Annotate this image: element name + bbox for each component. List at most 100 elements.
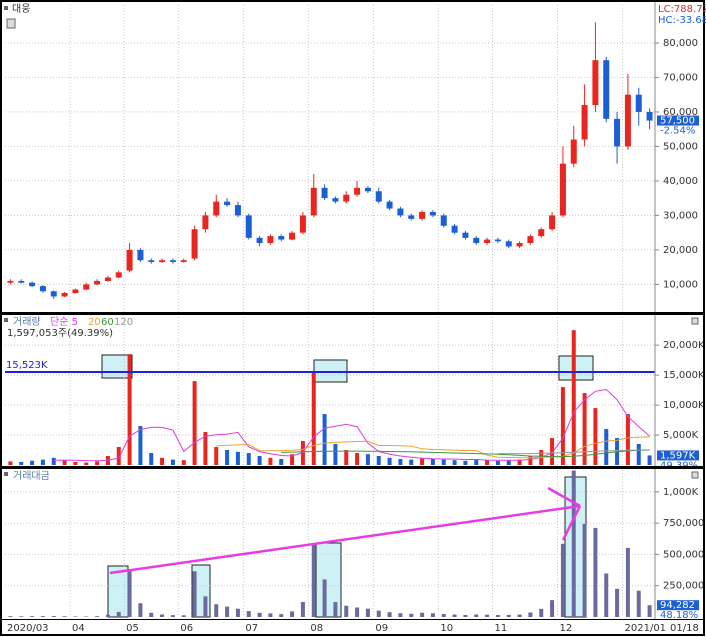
candle-body [180, 260, 187, 262]
reference-label: 15,523K [6, 360, 48, 371]
bar [225, 450, 230, 465]
bar [571, 330, 576, 465]
highlight-box [558, 355, 594, 381]
bar [571, 470, 576, 617]
candle-body [592, 60, 599, 106]
bar [51, 616, 56, 617]
bar [95, 616, 100, 617]
bar [300, 441, 305, 465]
candle-body [516, 243, 523, 247]
bar [235, 608, 240, 617]
candle-body [451, 225, 458, 233]
bar [355, 453, 360, 465]
bar [311, 372, 316, 465]
candle-body [50, 291, 57, 297]
y-tick-label: 10,000 [663, 279, 698, 290]
x-tick-label: 08 [310, 623, 323, 634]
candle-body [61, 293, 68, 297]
bar [40, 459, 45, 465]
bar [8, 461, 13, 465]
y-tick-label: 10,000K [663, 400, 705, 411]
bar [127, 354, 132, 465]
moving-average-line [216, 436, 650, 459]
bar [138, 426, 143, 465]
y-tick-label: 250,000 [663, 581, 704, 592]
bar [420, 612, 425, 617]
bar [474, 614, 479, 617]
candle-body [494, 239, 501, 242]
bar [62, 460, 67, 465]
candle-body [462, 232, 469, 238]
bar [246, 611, 251, 617]
bar [409, 613, 414, 617]
bar [138, 603, 143, 617]
y-tick-label: 30,000 [663, 210, 698, 221]
y-tick-label: 70,000 [663, 72, 698, 83]
last-value-change: 49.39% [660, 460, 698, 471]
bar [604, 573, 609, 617]
bar [420, 458, 425, 465]
candle-body [126, 249, 133, 271]
bar [517, 614, 522, 617]
candle-body [397, 208, 404, 216]
bar [127, 570, 132, 617]
bar [365, 608, 370, 617]
panel-bullet [4, 6, 8, 10]
value-title: 거래대금 [13, 470, 50, 482]
bar [149, 453, 154, 465]
panel-icon[interactable] [6, 18, 16, 29]
bar [95, 461, 100, 465]
bar [387, 457, 392, 465]
hc-label: HC:-33.68 [658, 15, 706, 26]
bar [62, 616, 67, 617]
bar [192, 571, 197, 617]
bar [506, 460, 511, 465]
y-tick-label: 20,000K [663, 340, 705, 351]
bar [636, 444, 641, 465]
candle-body [624, 94, 631, 147]
x-tick-label: 2020/03 [7, 623, 49, 634]
bar [30, 460, 35, 465]
candle-body [332, 198, 339, 202]
bar [398, 613, 403, 617]
legend-entry: 단순 5 [50, 316, 78, 328]
last-value-change: 48.18% [660, 610, 698, 621]
bar [593, 527, 598, 617]
bar [647, 455, 652, 465]
x-tick-label: 05 [126, 623, 139, 634]
bar [73, 462, 78, 465]
x-tick-label: 04 [72, 623, 85, 634]
bar [452, 614, 457, 617]
arrow-head [547, 486, 581, 508]
candle-body [234, 205, 241, 216]
bar [615, 588, 620, 617]
candle-body [614, 118, 621, 147]
candle-body [646, 111, 653, 121]
bar [506, 614, 511, 617]
bar [170, 459, 175, 465]
bar [528, 612, 533, 617]
bar [40, 616, 45, 617]
panel-icon[interactable] [691, 317, 699, 325]
bar [84, 616, 89, 617]
bar [430, 459, 435, 465]
candle-body [289, 232, 296, 240]
bar [290, 611, 295, 617]
bar [376, 610, 381, 617]
candle-body [386, 201, 393, 209]
candle-body [191, 229, 198, 259]
candle-body [29, 282, 36, 287]
candle-body [72, 289, 79, 294]
panel-icon[interactable] [691, 471, 699, 479]
candle-body [18, 280, 25, 283]
bar [452, 460, 457, 465]
bar [463, 460, 468, 465]
panel-bullet [4, 472, 8, 476]
bar [73, 616, 78, 617]
candle-body [635, 94, 642, 112]
x-tick-label: 12 [560, 623, 573, 634]
